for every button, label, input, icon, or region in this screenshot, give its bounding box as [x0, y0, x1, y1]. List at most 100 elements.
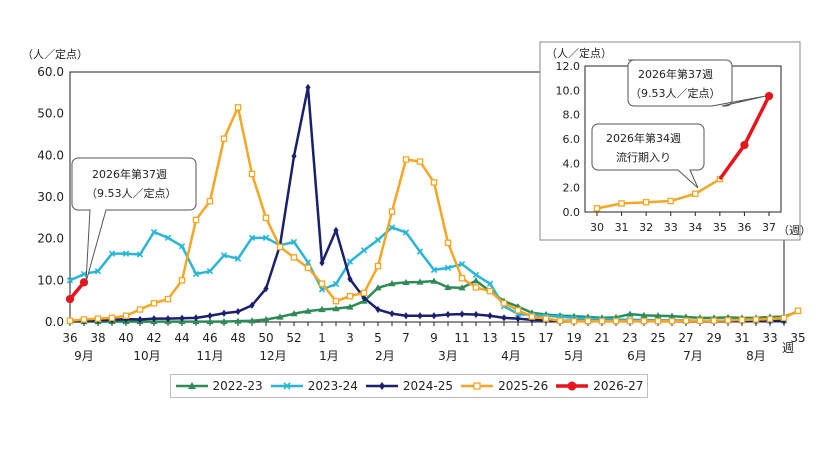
x-tick-label: 46: [202, 331, 217, 345]
data-point: [150, 228, 158, 236]
data-point: [724, 317, 732, 324]
inset-series-2026-27: [718, 91, 774, 181]
inset-series-line: [596, 178, 721, 210]
data-point: [360, 247, 368, 254]
inset-x-tick-label: 37: [762, 221, 776, 234]
data-point: [458, 260, 466, 268]
data-point: [486, 287, 494, 295]
inset-x-tick-label: 30: [590, 221, 604, 234]
legend-swatch: [270, 382, 303, 390]
data-point: [598, 317, 606, 325]
data-point: [346, 303, 354, 310]
inset-series-layer: [593, 91, 774, 212]
data-point: [654, 312, 662, 319]
x-tick-label: 38: [90, 331, 105, 345]
x-tick-label: 40: [118, 331, 133, 345]
main-callout-line2: （9.53人／定点）: [86, 186, 177, 200]
month-labels: 9月 10月 11月 12月 1月 2月 3月 4月 5月 6月 7月 8月: [74, 349, 766, 363]
x-tick-label: 48: [230, 331, 245, 345]
data-point: [389, 310, 395, 318]
y-tick-label: 10.0: [37, 273, 64, 287]
data-point: [347, 275, 353, 283]
y-tick-label: 20.0: [37, 232, 64, 246]
month-label: 3月: [438, 349, 458, 363]
inset-x-tick-label: 34: [688, 221, 702, 234]
month-label: 4月: [501, 349, 521, 363]
data-point: [122, 250, 130, 257]
y-tick-label: 40.0: [37, 148, 64, 162]
legend-item-2023-24: 2023-24: [270, 379, 358, 393]
month-label: 2月: [375, 349, 395, 363]
data-point: [668, 312, 676, 319]
legend-swatch: [461, 382, 494, 390]
inset-x-tick-label: 33: [664, 221, 678, 234]
data-point: [640, 317, 648, 325]
data-point: [150, 299, 158, 307]
inset-callout-bottom-box: [591, 123, 705, 189]
y-axis-ticks: 0.0 10.0 20.0 30.0 40.0 50.0 60.0: [37, 65, 64, 329]
data-point: [374, 236, 382, 244]
data-point: [276, 313, 284, 320]
data-point: [290, 310, 298, 317]
x-axis-unit: 週: [782, 341, 794, 355]
data-point: [248, 317, 256, 324]
data-point: [444, 264, 452, 271]
inset-y-tick-label: 6.0: [563, 133, 581, 146]
data-point: [65, 294, 75, 304]
data-point: [332, 305, 340, 312]
month-label: 1月: [319, 349, 339, 363]
data-point: [500, 299, 508, 307]
y-tick-label: 60.0: [37, 65, 64, 79]
month-label: 8月: [746, 349, 766, 363]
data-point: [122, 312, 130, 319]
data-point: [486, 280, 494, 287]
data-point: [388, 208, 396, 215]
data-point: [193, 314, 199, 322]
data-point: [374, 262, 382, 270]
x-tick-label: 5: [374, 331, 382, 345]
x-tick-label: 23: [622, 331, 637, 345]
data-point: [234, 255, 242, 262]
inset-callout-bottom-line2: 流行期入り: [616, 150, 671, 164]
data-point: [487, 312, 493, 320]
x-tick-label: 21: [594, 331, 609, 345]
inset-series-2025-26: [593, 175, 724, 212]
series-line: [69, 226, 784, 322]
legend-item-2026-27: 2026-27: [555, 379, 643, 393]
data-point: [668, 317, 676, 325]
data-point: [192, 216, 200, 224]
data-point: [567, 381, 577, 391]
x-tick-label: 9: [430, 331, 438, 345]
legend-label: 2022-23: [212, 379, 263, 393]
data-point: [375, 305, 381, 314]
legend-swatch: [556, 381, 589, 391]
data-point: [696, 317, 704, 324]
inset-chart: （人／定点） 0.02.04.06.08.010.012.0 30 31 32 33 3…: [539, 41, 811, 241]
data-point: [137, 315, 143, 324]
data-point: [263, 285, 269, 293]
data-point: [178, 277, 186, 284]
data-point: [346, 258, 354, 265]
data-point: [431, 312, 437, 320]
data-point: [66, 317, 74, 324]
data-point: [234, 104, 242, 111]
data-point: [780, 314, 788, 322]
data-point: [220, 252, 228, 259]
legend-label: 2026-27: [593, 379, 644, 393]
data-point: [388, 280, 396, 287]
month-label: 7月: [683, 349, 703, 363]
x-tick-label: 42: [146, 331, 161, 345]
data-point: [248, 234, 256, 241]
x-tick-label: 36: [62, 331, 77, 345]
data-point: [249, 301, 255, 309]
data-point: [80, 316, 88, 323]
data-point: [403, 312, 409, 320]
x-tick-label: 13: [482, 331, 497, 345]
legend-swatch: [365, 382, 398, 390]
inset-y-tick-label: 8.0: [563, 109, 581, 122]
x-tick-label: 17: [538, 331, 553, 345]
main-callout-line1: 2026年第37週: [92, 167, 167, 181]
data-point: [402, 229, 410, 236]
data-point: [221, 309, 227, 317]
data-point: [319, 259, 325, 267]
